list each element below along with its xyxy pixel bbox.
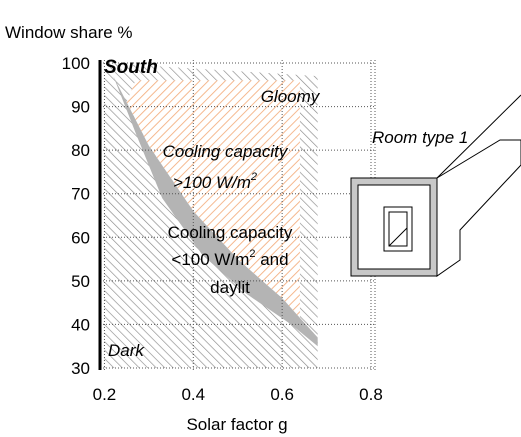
annotation: >100 W/m2 [173, 171, 257, 192]
annotation: <100 W/m2 and [171, 248, 288, 269]
y-tick-label: 60 [71, 228, 90, 247]
y-tick-label: 40 [71, 315, 90, 334]
room-label: Room type 1 [372, 128, 468, 147]
x-tick-label: 0.6 [270, 385, 294, 404]
y-tick-label: 70 [71, 185, 90, 204]
y-tick-label: 80 [71, 141, 90, 160]
y-tick-label: 90 [71, 98, 90, 117]
y-tick-label: 100 [62, 54, 90, 73]
y-tick-label: 50 [71, 272, 90, 291]
x-tick-label: 0.4 [181, 385, 205, 404]
x-axis-label: Solar factor g [186, 415, 287, 434]
x-tick-label: 0.2 [93, 385, 117, 404]
annotation: Dark [108, 341, 145, 360]
annotation: Cooling capacity [168, 223, 293, 242]
annotation-text: and [255, 250, 288, 269]
annotation-text: >100 W/m [173, 173, 251, 192]
annotation: daylit [210, 278, 250, 297]
x-tick-label: 0.8 [359, 385, 383, 404]
y-axis-label: Window share % [5, 23, 133, 42]
annotation: South [104, 57, 158, 78]
annotation: Cooling capacity [163, 142, 289, 161]
region [126, 80, 318, 338]
annotation-sup: 2 [250, 171, 257, 183]
annotation-sup: 2 [249, 248, 255, 260]
region [113, 76, 318, 347]
y-tick-label: 30 [71, 359, 90, 378]
room-icon [350, 94, 521, 277]
annotation: Gloomy [261, 87, 321, 106]
annotation-text: <100 W/m [171, 250, 249, 269]
